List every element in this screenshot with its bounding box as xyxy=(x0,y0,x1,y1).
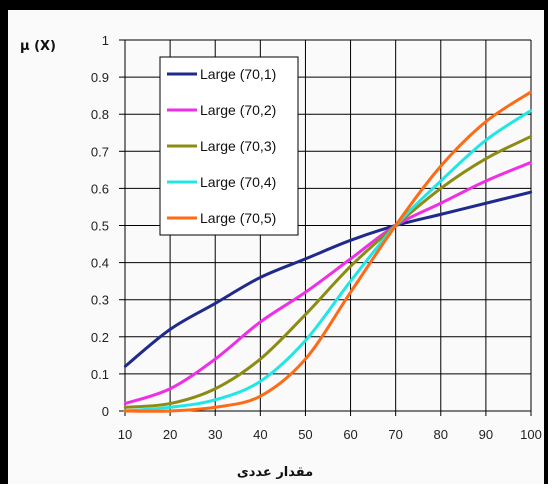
y-tick-label: 0.5 xyxy=(91,219,109,234)
data-point xyxy=(259,320,262,324)
data-point xyxy=(259,357,262,361)
x-tick-label: 60 xyxy=(343,427,357,442)
legend-label: Large (70,3) xyxy=(200,138,276,154)
data-point xyxy=(349,257,352,261)
y-axis: 0 0.1 0.2 0.3 0.4 0.5 0.6 0.7 0.8 0.9 1 xyxy=(91,33,125,419)
data-point xyxy=(168,406,172,409)
data-point xyxy=(529,161,533,164)
data-point xyxy=(349,279,352,283)
data-point xyxy=(304,357,307,361)
data-point xyxy=(168,402,172,405)
y-tick-label: 0.6 xyxy=(91,181,109,196)
data-point xyxy=(394,224,397,227)
data-point xyxy=(214,357,217,361)
data-point xyxy=(529,109,533,112)
x-tick-label: 100 xyxy=(520,427,542,442)
x-tick-label: 80 xyxy=(434,427,448,442)
data-point xyxy=(304,291,307,294)
data-point xyxy=(304,257,307,261)
y-tick-label: 0.1 xyxy=(91,367,109,382)
legend-label: Large (70,2) xyxy=(200,102,276,118)
data-point xyxy=(123,402,127,405)
y-tick-label: 0 xyxy=(102,404,109,419)
data-point xyxy=(349,265,352,268)
legend-label: Large (70,5) xyxy=(200,210,276,226)
y-axis-label: μ (X) xyxy=(20,39,56,54)
x-tick-label: 90 xyxy=(479,427,493,442)
data-point xyxy=(168,387,172,390)
series-line-3 xyxy=(124,135,532,409)
x-axis: 10 20 30 40 50 60 70 80 90 100 xyxy=(118,411,542,442)
data-point xyxy=(214,302,217,305)
y-tick-label: 0.9 xyxy=(91,70,109,85)
data-point xyxy=(214,387,217,390)
data-point xyxy=(123,406,127,409)
data-point xyxy=(529,135,533,138)
x-tick-label: 40 xyxy=(253,427,267,442)
series-line-5 xyxy=(124,90,532,413)
data-point xyxy=(304,313,307,316)
data-point xyxy=(349,291,352,294)
data-point xyxy=(484,138,488,142)
data-point xyxy=(123,409,127,413)
data-point xyxy=(484,120,488,123)
data-point xyxy=(304,339,307,342)
series-line-4 xyxy=(124,109,532,413)
x-tick-label: 20 xyxy=(163,427,177,442)
x-tick-label: 50 xyxy=(298,427,312,442)
data-point xyxy=(259,394,262,398)
series-lines xyxy=(123,90,533,413)
data-point xyxy=(168,328,172,331)
data-point xyxy=(529,90,533,94)
x-axis-label: مقدار عددی xyxy=(237,465,313,480)
legend-label: Large (70,1) xyxy=(200,66,276,82)
y-tick-label: 0.3 xyxy=(91,293,109,308)
data-point xyxy=(259,276,262,279)
data-point xyxy=(439,202,442,205)
data-point xyxy=(123,365,127,368)
legend-label: Large (70,4) xyxy=(200,174,276,190)
x-tick-label: 10 xyxy=(118,427,132,442)
data-point xyxy=(214,406,217,409)
legend: Large (70,1) Large (70,2) Large (70,3) Larg… xyxy=(159,56,299,236)
y-tick-label: 0.7 xyxy=(91,144,109,159)
series-line-1 xyxy=(124,190,532,368)
data-point xyxy=(168,409,172,413)
data-point xyxy=(214,398,217,402)
data-point xyxy=(439,213,442,216)
y-tick-label: 0.2 xyxy=(91,330,109,345)
y-tick-label: 0.8 xyxy=(91,107,109,122)
y-tick-label: 1 xyxy=(102,33,109,48)
data-point xyxy=(259,380,262,383)
data-point xyxy=(439,179,442,183)
data-point xyxy=(349,239,352,242)
series-line-2 xyxy=(124,161,532,406)
data-point xyxy=(439,187,442,190)
data-point xyxy=(484,202,488,205)
x-tick-label: 70 xyxy=(388,427,402,442)
data-point xyxy=(484,179,488,183)
x-tick-label: 30 xyxy=(208,427,222,442)
data-point xyxy=(529,190,533,194)
data-point xyxy=(439,164,442,168)
data-point xyxy=(484,157,488,160)
y-tick-label: 0.4 xyxy=(91,256,109,271)
